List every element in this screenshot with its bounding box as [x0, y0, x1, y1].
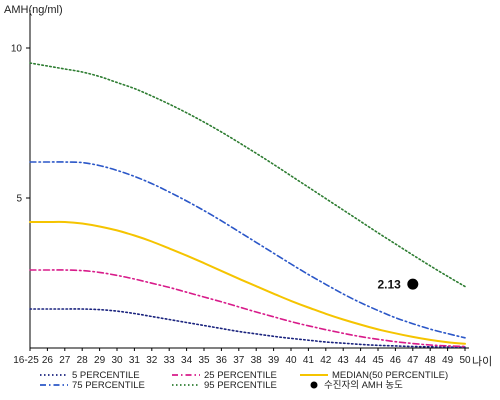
x-tick-label: 36: [216, 355, 228, 366]
x-tick-label: 37: [233, 355, 245, 366]
chart-axes: AMH(ng/ml) 나이 5 10 16-25 26 27 28 29 30 31 32 33 34 35…: [4, 4, 492, 368]
x-tick-label: 27: [59, 355, 71, 366]
series-layer: [29, 62, 466, 348]
x-tick-label: 38: [251, 355, 263, 366]
x-tick-label: 34: [181, 355, 193, 366]
x-tick-label: 16-25: [13, 355, 39, 366]
x-tick-label: 30: [111, 355, 123, 366]
legend-label: 5 PERCENTILE: [72, 370, 140, 381]
x-tick-label: 44: [355, 355, 367, 366]
points-layer: 2.13: [377, 278, 419, 292]
x-tick-label: 35: [198, 355, 210, 366]
legend-label: MEDIAN(50 PERCENTILE): [332, 370, 448, 381]
y-axis-title: AMH(ng/ml): [4, 4, 63, 16]
legend-label: 25 PERCENTILE: [204, 370, 277, 381]
x-axis-title: 나이: [472, 355, 492, 368]
series-line-1: [29, 269, 466, 348]
series-line-3: [29, 161, 466, 339]
x-tick-label: 28: [77, 355, 89, 366]
x-tick-label: 26: [42, 355, 54, 366]
x-tick-label: 45: [372, 355, 384, 366]
x-tick-label: 50: [459, 355, 471, 366]
x-tick-label: 29: [94, 355, 106, 366]
x-tick-label: 49: [442, 355, 454, 366]
x-tick-label: 32: [146, 355, 158, 366]
x-tick-label: 40: [285, 355, 297, 366]
legend-marker-point: [310, 381, 318, 389]
x-tick-label: 41: [303, 355, 315, 366]
legend-label: 95 PERCENTILE: [204, 380, 277, 391]
legend-label: 75 PERCENTILE: [72, 380, 145, 391]
x-tick-label: 46: [390, 355, 402, 366]
x-tick-label: 47: [407, 355, 419, 366]
x-tick-label: 31: [129, 355, 141, 366]
y-tick-label: 10: [11, 44, 23, 55]
series-line-2: [29, 220, 466, 345]
legend: 5 PERCENTILE 25 PERCENTILE MEDIAN(50 PERCE…: [40, 370, 448, 391]
x-tick-label: 33: [164, 355, 176, 366]
series-line-4: [29, 62, 466, 288]
x-tick-label: 39: [268, 355, 280, 366]
x-tick-label: 48: [425, 355, 437, 366]
x-tick-label: 42: [320, 355, 332, 366]
patient-point-0: [407, 278, 419, 290]
series-line-0: [29, 308, 466, 348]
legend-label: 수진자의 AMH 농도: [324, 380, 403, 391]
patient-point-label: 2.13: [377, 278, 401, 292]
x-tick-label: 43: [338, 355, 350, 366]
y-tick-label: 5: [16, 194, 22, 205]
